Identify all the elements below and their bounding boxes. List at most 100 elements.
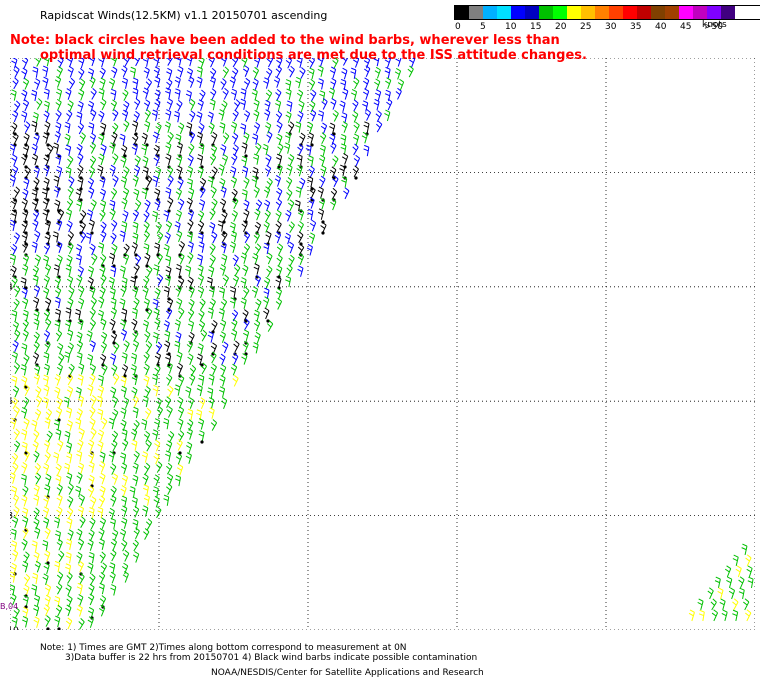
- wind-barb: [14, 285, 21, 298]
- legend-label: 20: [555, 22, 567, 32]
- wind-barb: [197, 286, 205, 299]
- wind-barb: [330, 187, 338, 200]
- wind-barb: [89, 340, 96, 353]
- contamination-dot: [79, 187, 83, 191]
- contamination-dot: [46, 187, 50, 191]
- wind-barb: [53, 419, 60, 431]
- wind-barb: [211, 131, 218, 144]
- wind-barb: [263, 77, 270, 89]
- wind-barb: [317, 58, 324, 67]
- wind-barb: [13, 406, 20, 418]
- wind-barb: [233, 340, 240, 353]
- wind-barb: [88, 461, 95, 473]
- wind-barb: [240, 88, 247, 100]
- wind-barb: [219, 353, 226, 366]
- wind-barb: [200, 329, 208, 342]
- wind-barb: [362, 100, 369, 112]
- wind-barb: [134, 58, 141, 67]
- wind-barb: [154, 99, 161, 111]
- contamination-dot: [244, 154, 248, 158]
- wind-barb: [77, 164, 84, 177]
- wind-barb: [22, 208, 29, 221]
- wind-barb: [710, 598, 717, 611]
- wind-barb: [21, 67, 28, 80]
- wind-barb: [219, 375, 226, 387]
- wind-barb: [286, 164, 293, 176]
- wind-barb: [251, 88, 258, 101]
- wind-barb: [206, 276, 213, 289]
- wind-barb: [187, 252, 194, 265]
- wind-barb: [176, 362, 183, 375]
- wind-barb: [285, 177, 293, 189]
- wind-barb: [251, 286, 259, 298]
- wind-barb: [44, 120, 51, 133]
- wind-barb: [288, 221, 295, 234]
- wind-barb: [52, 142, 59, 154]
- wind-barb: [33, 296, 40, 309]
- wind-barb: [130, 276, 137, 288]
- wind-barb: [165, 142, 172, 154]
- wind-barb: [31, 120, 38, 133]
- wind-barb: [31, 419, 38, 432]
- contamination-dot: [167, 363, 171, 367]
- wind-barb: [221, 253, 228, 266]
- wind-barb: [232, 374, 239, 387]
- wind-barb: [339, 100, 346, 113]
- wind-barb: [31, 540, 38, 552]
- wind-barb: [319, 175, 326, 188]
- wind-barb: [210, 186, 217, 199]
- wind-barb: [152, 331, 159, 344]
- wind-barb: [67, 329, 74, 342]
- wind-barb: [42, 573, 49, 586]
- wind-barb: [154, 318, 161, 330]
- wind-barb: [11, 58, 18, 69]
- contamination-dot: [310, 143, 314, 147]
- wind-barb: [110, 386, 117, 399]
- wind-barb: [273, 76, 281, 88]
- wind-barb: [32, 219, 39, 232]
- wind-barb: [89, 517, 96, 530]
- wind-barb: [197, 220, 205, 233]
- wind-barb: [373, 98, 380, 111]
- wind-barb: [220, 241, 227, 254]
- wind-barb: [66, 220, 73, 233]
- wind-barb: [134, 199, 142, 212]
- wind-barb: [78, 58, 85, 69]
- wind-barb: [58, 353, 65, 365]
- wind-barb: [120, 328, 128, 341]
- wind-barb: [141, 418, 148, 431]
- wind-barb: [54, 286, 62, 299]
- wind-barb: [275, 220, 282, 233]
- wind-barb: [307, 155, 314, 167]
- wind-barb: [275, 209, 282, 222]
- wind-barb: [99, 595, 107, 607]
- wind-barb: [166, 405, 173, 418]
- wind-barb: [87, 485, 95, 498]
- wind-barb: [142, 319, 149, 332]
- legend-swatch: [637, 6, 651, 19]
- wind-barb: [207, 331, 214, 343]
- wind-barb: [317, 208, 325, 220]
- wind-barb: [297, 143, 304, 156]
- contamination-dot: [123, 154, 127, 158]
- wind-barb: [43, 100, 50, 112]
- wind-barb: [209, 298, 216, 310]
- wind-barb: [90, 109, 97, 122]
- contamination-dot: [200, 440, 204, 444]
- wind-barb: [112, 153, 119, 165]
- wind-barb: [110, 297, 117, 309]
- wind-barb: [89, 417, 96, 430]
- wind-barb: [375, 89, 382, 101]
- wind-barb: [67, 65, 74, 78]
- wind-barb: [76, 604, 83, 617]
- wind-barb: [21, 58, 29, 69]
- wind-barb: [141, 143, 148, 156]
- wind-barb: [22, 616, 29, 628]
- wind-barb: [122, 252, 130, 265]
- wind-barb: [11, 209, 18, 222]
- wind-barb: [243, 243, 251, 255]
- wind-barb: [11, 397, 18, 410]
- legend-label: 25: [580, 22, 592, 32]
- wind-barb: [134, 155, 141, 167]
- wind-barb: [243, 209, 250, 221]
